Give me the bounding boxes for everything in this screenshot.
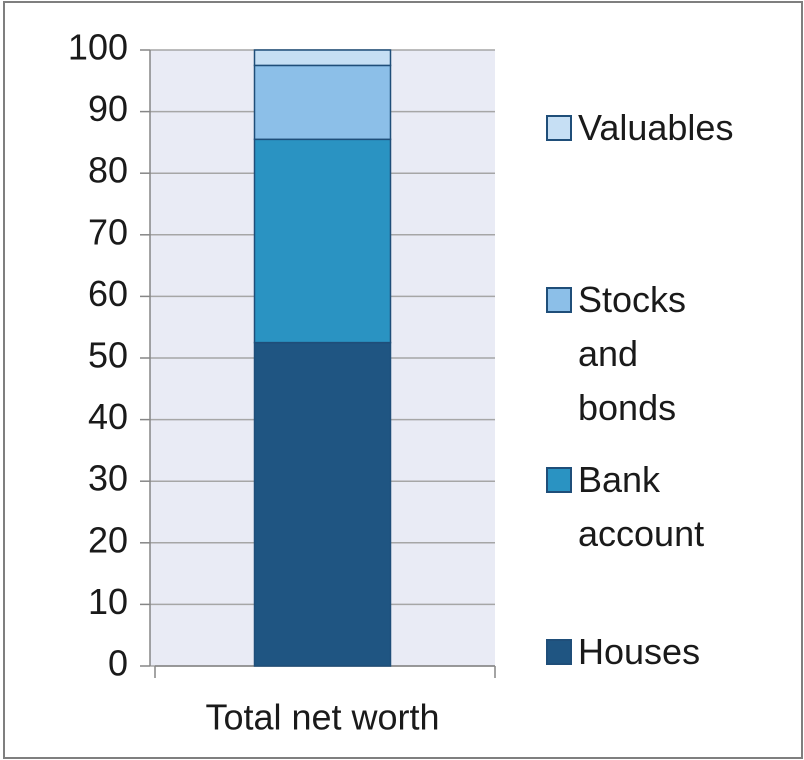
y-tick-label: 30 xyxy=(88,458,128,499)
bar-segment xyxy=(253,341,392,667)
legend-label: Stocks and bonds xyxy=(578,279,687,428)
y-tick-label: 80 xyxy=(88,150,128,191)
y-tick-label: 100 xyxy=(68,27,128,68)
legend-item: Stocks and bonds xyxy=(546,273,786,435)
bar-segment xyxy=(253,49,392,67)
y-tick-label: 0 xyxy=(108,643,128,684)
legend-item: Bank account xyxy=(546,453,786,561)
y-tick-label: 50 xyxy=(88,335,128,376)
legend-item: Valuables xyxy=(546,101,786,155)
chart-border xyxy=(3,1,803,759)
legend-swatch xyxy=(546,467,572,493)
y-tick-label: 10 xyxy=(88,581,128,622)
y-tick-label: 60 xyxy=(88,273,128,314)
y-tick-label: 70 xyxy=(88,211,128,252)
y-tick-label: 40 xyxy=(88,396,128,437)
legend-label: Valuables xyxy=(578,107,734,148)
bar-segment xyxy=(253,138,392,344)
legend-item: Houses xyxy=(546,625,786,679)
y-tick-label: 20 xyxy=(88,519,128,560)
bar-segment xyxy=(253,64,392,141)
y-tick-label: 90 xyxy=(88,88,128,129)
legend-swatch xyxy=(546,639,572,665)
legend-swatch xyxy=(546,115,572,141)
x-tick-label: Total net worth xyxy=(205,697,439,738)
legend-label: Houses xyxy=(578,631,701,672)
legend-swatch xyxy=(546,287,572,313)
legend-label: Bank account xyxy=(578,459,705,554)
